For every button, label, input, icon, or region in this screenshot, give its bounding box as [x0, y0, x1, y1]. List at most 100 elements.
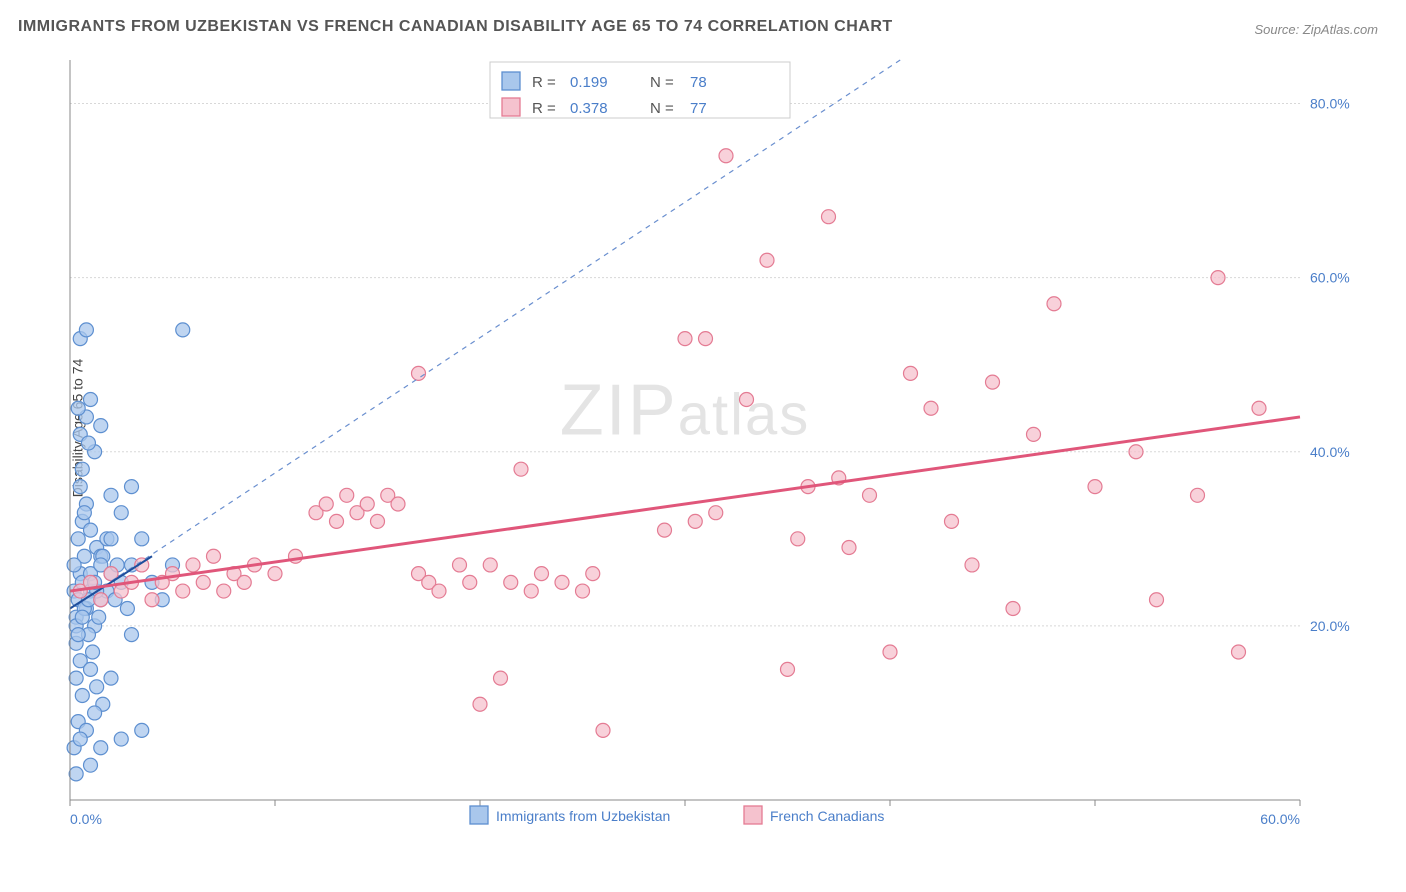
data-point — [781, 662, 795, 676]
data-point — [576, 584, 590, 598]
data-point — [412, 366, 426, 380]
data-point — [473, 697, 487, 711]
data-point — [104, 488, 118, 502]
series-swatch — [744, 806, 762, 824]
data-point — [535, 567, 549, 581]
y-tick-label: 40.0% — [1310, 444, 1350, 460]
series-label: French Canadians — [770, 808, 884, 824]
watermark: ZIPatlas — [560, 370, 811, 450]
data-point — [196, 575, 210, 589]
data-point — [453, 558, 467, 572]
legend-n-value: 77 — [690, 100, 707, 117]
data-point — [90, 680, 104, 694]
data-point — [69, 671, 83, 685]
data-point — [237, 575, 251, 589]
data-point — [904, 366, 918, 380]
legend-swatch — [502, 72, 520, 90]
data-point — [822, 210, 836, 224]
data-point — [360, 497, 374, 511]
data-point — [75, 462, 89, 476]
data-point — [120, 601, 134, 615]
data-point — [176, 584, 190, 598]
data-point — [514, 462, 528, 476]
data-point — [114, 732, 128, 746]
data-point — [371, 514, 385, 528]
data-point — [1232, 645, 1246, 659]
data-point — [719, 149, 733, 163]
data-point — [135, 532, 149, 546]
data-point — [740, 393, 754, 407]
data-point — [596, 723, 610, 737]
legend-r-label: R = — [532, 74, 556, 91]
data-point — [94, 419, 108, 433]
data-point — [268, 567, 282, 581]
data-point — [965, 558, 979, 572]
data-point — [114, 506, 128, 520]
data-point — [699, 332, 713, 346]
data-point — [586, 567, 600, 581]
data-point — [555, 575, 569, 589]
data-point — [145, 593, 159, 607]
data-point — [1006, 601, 1020, 615]
data-point — [688, 514, 702, 528]
data-point — [1088, 480, 1102, 494]
data-point — [71, 628, 85, 642]
data-point — [94, 741, 108, 755]
data-point — [81, 436, 95, 450]
data-point — [924, 401, 938, 415]
data-point — [945, 514, 959, 528]
data-point — [176, 323, 190, 337]
series-swatch — [470, 806, 488, 824]
data-point — [104, 671, 118, 685]
data-point — [463, 575, 477, 589]
data-point — [319, 497, 333, 511]
data-point — [863, 488, 877, 502]
data-point — [340, 488, 354, 502]
x-tick-label: 60.0% — [1260, 811, 1300, 827]
data-point — [84, 758, 98, 772]
data-point — [84, 523, 98, 537]
chart-container: 20.0%40.0%60.0%80.0%ZIPatlas0.0%60.0%R =… — [50, 50, 1370, 830]
data-point — [1047, 297, 1061, 311]
data-point — [483, 558, 497, 572]
y-tick-label: 20.0% — [1310, 618, 1350, 634]
legend-swatch — [502, 98, 520, 116]
trend-dash-line — [70, 60, 900, 608]
data-point — [494, 671, 508, 685]
data-point — [658, 523, 672, 537]
data-point — [678, 332, 692, 346]
data-point — [88, 706, 102, 720]
data-point — [883, 645, 897, 659]
data-point — [330, 514, 344, 528]
data-point — [71, 401, 85, 415]
data-point — [69, 767, 83, 781]
data-point — [67, 558, 81, 572]
data-point — [73, 480, 87, 494]
data-point — [760, 253, 774, 267]
data-point — [71, 532, 85, 546]
data-point — [709, 506, 723, 520]
data-point — [73, 732, 87, 746]
data-point — [92, 610, 106, 624]
data-point — [84, 393, 98, 407]
data-point — [79, 323, 93, 337]
legend-n-value: 78 — [690, 74, 707, 91]
data-point — [135, 723, 149, 737]
data-point — [186, 558, 200, 572]
data-point — [524, 584, 538, 598]
data-point — [94, 593, 108, 607]
legend-n-label: N = — [650, 100, 674, 117]
y-tick-label: 80.0% — [1310, 96, 1350, 112]
data-point — [842, 541, 856, 555]
scatter-chart: 20.0%40.0%60.0%80.0%ZIPatlas0.0%60.0%R =… — [50, 50, 1370, 850]
data-point — [432, 584, 446, 598]
data-point — [1211, 271, 1225, 285]
data-point — [986, 375, 1000, 389]
series-label: Immigrants from Uzbekistan — [496, 808, 670, 824]
data-point — [104, 532, 118, 546]
data-point — [1191, 488, 1205, 502]
y-tick-label: 60.0% — [1310, 270, 1350, 286]
data-point — [75, 610, 89, 624]
data-point — [86, 645, 100, 659]
legend-r-value: 0.378 — [570, 100, 608, 117]
